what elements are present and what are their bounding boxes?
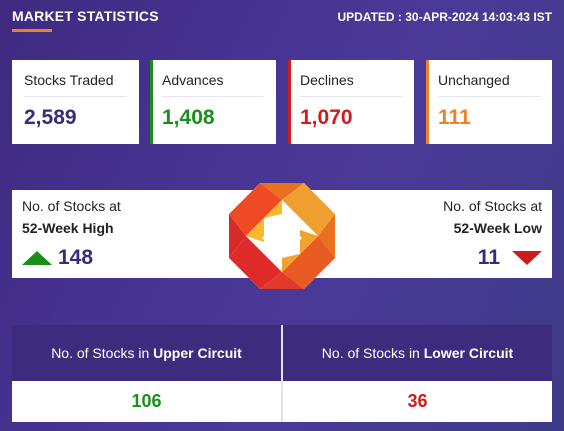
nse-logo-icon	[229, 183, 335, 289]
declines-accent-bar	[288, 60, 291, 144]
unchanged-value: 111	[438, 106, 471, 129]
unchanged-label: Unchanged	[438, 72, 510, 88]
arrow-down-icon	[512, 251, 542, 265]
divider	[24, 96, 127, 97]
lower-circuit-prefix: No. of Stocks in	[321, 345, 424, 361]
declines-value: 1,070	[300, 106, 353, 129]
unchanged-accent-bar	[426, 60, 429, 144]
arrow-up-icon	[22, 251, 52, 265]
week52-high-title: 52-Week High	[22, 220, 114, 236]
advances-value: 1,408	[162, 106, 215, 129]
upper-circuit-title: Upper Circuit	[153, 345, 242, 361]
lower-circuit-header: No. of Stocks in Lower Circuit	[283, 325, 552, 381]
advances-accent-bar	[150, 60, 153, 144]
divider	[300, 96, 402, 97]
lower-circuit-title: Lower Circuit	[423, 345, 514, 361]
week52-low-title: 52-Week Low	[453, 220, 542, 236]
stocks-traded-label: Stocks Traded	[24, 72, 114, 88]
divider	[438, 96, 540, 97]
lower-circuit-value[interactable]: 36	[283, 381, 552, 422]
stocks-traded-card[interactable]: Stocks Traded 2,589	[12, 60, 139, 144]
divider	[162, 96, 264, 97]
upper-circuit-value[interactable]: 106	[12, 381, 281, 422]
advances-card[interactable]: Advances 1,408	[150, 60, 276, 144]
week52-low-label: No. of Stocks at	[443, 198, 542, 214]
upper-circuit-header: No. of Stocks in Upper Circuit	[12, 325, 281, 381]
updated-timestamp: UPDATED : 30-APR-2024 14:03:43 IST	[337, 10, 552, 24]
circuit-panel: No. of Stocks in Upper Circuit No. of St…	[12, 325, 552, 422]
advances-label: Advances	[162, 72, 224, 88]
declines-card[interactable]: Declines 1,070	[288, 60, 414, 144]
declines-label: Declines	[300, 72, 354, 88]
unchanged-card[interactable]: Unchanged 111	[426, 60, 552, 144]
week52-high-label: No. of Stocks at	[22, 198, 121, 214]
page-title: MARKET STATISTICS	[12, 8, 159, 24]
circuit-divider	[281, 325, 283, 422]
week52-high-value[interactable]: 148	[58, 246, 94, 269]
upper-circuit-prefix: No. of Stocks in	[51, 345, 154, 361]
title-underline	[12, 29, 52, 32]
week52-low-value[interactable]: 11	[477, 246, 500, 269]
stocks-traded-value: 2,589	[24, 106, 77, 129]
